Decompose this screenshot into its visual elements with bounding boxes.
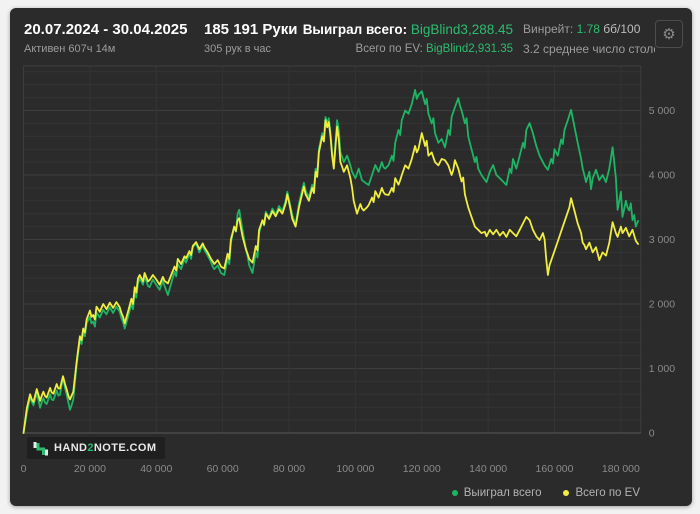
y-axis-label: 4 000 <box>649 170 675 182</box>
plot-border <box>23 65 642 434</box>
winnings-block: Выиграл всего: BigBlind3,288.45 Всего по… <box>303 20 513 57</box>
session-results-card: 20.07.2024 - 30.04.2025 Активен 607ч 14м… <box>10 8 692 506</box>
legend-item-won[interactable]: Выиграл всего <box>451 487 542 499</box>
won-total-line: Выиграл всего: BigBlind3,288.45 <box>303 20 513 39</box>
legend-label-ev: Всего по EV <box>575 487 640 499</box>
x-axis-label: 20 000 <box>74 463 106 475</box>
winrate-block: Винрейт: 1.78 бб/100 3.2 среднее число с… <box>523 20 655 57</box>
y-axis-label: 5 000 <box>649 105 675 117</box>
stats-header: 20.07.2024 - 30.04.2025 Активен 607ч 14м… <box>10 8 692 66</box>
y-axis-label: 1 000 <box>649 363 675 375</box>
winrate-label: Винрейт: <box>523 22 574 36</box>
x-axis-label: 140 000 <box>469 463 507 475</box>
x-axis-label: 100 000 <box>336 463 374 475</box>
x-axis-label: 80 000 <box>273 463 305 475</box>
won-total-value: BigBlind3,288.45 <box>410 22 513 37</box>
series-line-won[interactable] <box>22 89 639 434</box>
y-axis-label: 0 <box>649 428 655 440</box>
x-axis-label: 40 000 <box>140 463 172 475</box>
legend-item-ev[interactable]: Всего по EV <box>563 487 640 499</box>
series-line-ev[interactable] <box>22 119 639 434</box>
ev-total-value: BigBlind2,931.35 <box>426 43 513 55</box>
chart-legend: Выиграл всего Всего по EV <box>451 487 640 499</box>
avg-tables: 3.2 среднее число столов <box>523 42 655 56</box>
winnings-chart[interactable]: 0 1 000 2 000 3 000 4 000 5 000 0 20 000 40 000 6… <box>10 8 692 506</box>
legend-label-won: Выиграл всего <box>463 487 542 499</box>
watermark-text: HAND2NOTE.COM <box>54 442 157 454</box>
hand2note-logo-icon <box>33 441 48 455</box>
hand2note-watermark: HAND2NOTE.COM <box>27 437 166 459</box>
winrate-line: Винрейт: 1.78 бб/100 <box>523 20 655 39</box>
legend-dot-green <box>451 490 458 496</box>
hands-total: 185 191 Руки <box>204 21 298 38</box>
y-axis-label: 3 000 <box>649 234 675 246</box>
won-total-label: Выиграл всего: <box>302 22 408 37</box>
date-range-block: 20.07.2024 - 30.04.2025 Активен 607ч 14м <box>24 20 187 57</box>
hands-per-hour: 305 рук в час <box>204 43 272 55</box>
date-range: 20.07.2024 - 30.04.2025 <box>24 21 188 38</box>
x-axis-label: 180 000 <box>602 463 640 475</box>
gear-icon: ⚙ <box>662 26 676 43</box>
y-axis-label: 2 000 <box>649 299 675 311</box>
x-axis-label: 0 <box>21 463 27 475</box>
ev-total-label: Всего по EV: <box>355 43 423 55</box>
winrate-unit: бб/100 <box>603 22 641 36</box>
ev-total-line: Всего по EV: BigBlind2,931.35 <box>303 41 513 57</box>
hands-block: 185 191 Руки 305 рук в час <box>204 20 297 57</box>
x-axis-label: 60 000 <box>207 463 239 475</box>
settings-button[interactable]: ⚙ <box>655 20 683 48</box>
winrate-value: 1.78 <box>576 22 600 36</box>
legend-dot-yellow <box>563 490 570 496</box>
active-time: Активен 607ч 14м <box>24 43 116 55</box>
x-axis-label: 120 000 <box>403 463 441 475</box>
x-axis-label: 160 000 <box>536 463 574 475</box>
